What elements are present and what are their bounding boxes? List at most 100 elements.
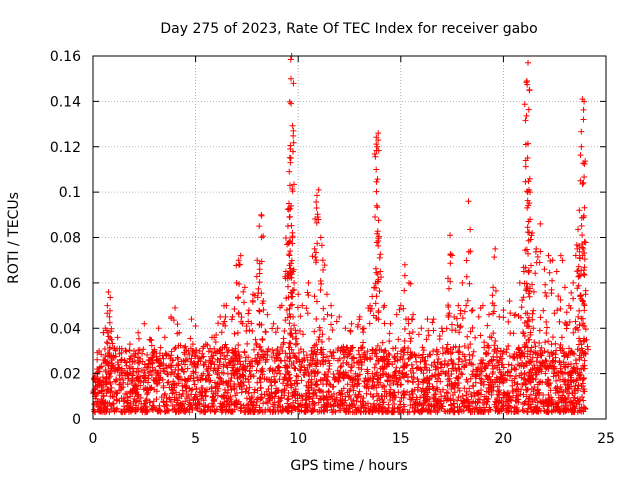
data-point <box>307 354 314 361</box>
data-point <box>309 357 316 364</box>
data-point <box>290 350 297 357</box>
data-point <box>362 402 369 409</box>
data-point <box>450 391 457 398</box>
data-point <box>225 394 232 401</box>
data-point <box>377 374 384 381</box>
data-point <box>390 392 397 399</box>
data-point <box>576 272 583 279</box>
data-point <box>273 355 280 362</box>
data-point <box>202 377 209 384</box>
data-point <box>536 367 543 374</box>
data-point <box>274 346 281 353</box>
data-point <box>176 395 183 402</box>
data-point <box>529 310 536 317</box>
data-point <box>555 293 562 300</box>
data-point <box>373 141 380 148</box>
data-point <box>568 399 575 406</box>
data-point <box>439 350 446 357</box>
data-point <box>575 282 582 289</box>
data-point <box>280 339 287 346</box>
data-point <box>225 382 232 389</box>
data-point <box>118 356 125 363</box>
data-point <box>408 361 415 368</box>
data-point <box>156 402 163 409</box>
data-point <box>91 408 98 415</box>
data-point <box>490 383 497 390</box>
data-point <box>153 353 160 360</box>
data-point <box>304 366 311 373</box>
data-point <box>461 342 468 349</box>
data-point <box>572 318 579 325</box>
data-point <box>575 313 582 320</box>
data-point <box>530 288 537 295</box>
data-point <box>286 355 293 362</box>
data-point <box>134 365 141 372</box>
data-point <box>118 345 125 352</box>
data-point <box>287 248 294 255</box>
data-point <box>373 293 380 300</box>
data-point <box>287 56 294 63</box>
data-point <box>258 290 265 297</box>
data-point <box>494 408 501 415</box>
data-point <box>284 223 291 230</box>
data-point <box>286 310 293 317</box>
data-point <box>389 409 396 416</box>
data-point <box>527 391 534 398</box>
data-point <box>409 365 416 372</box>
data-point <box>525 250 532 257</box>
data-point <box>231 305 238 312</box>
data-point <box>527 236 534 243</box>
data-point <box>526 200 533 207</box>
data-point <box>386 381 393 388</box>
data-point <box>407 351 414 358</box>
data-point <box>322 372 329 379</box>
data-point <box>319 338 326 345</box>
data-point <box>371 284 378 291</box>
data-point <box>289 393 296 400</box>
data-point <box>564 394 571 401</box>
data-point <box>238 404 245 411</box>
data-point <box>283 364 290 371</box>
data-point <box>311 370 318 377</box>
data-point <box>354 380 361 387</box>
data-point <box>490 310 497 317</box>
data-point <box>486 358 493 365</box>
data-point <box>98 363 105 370</box>
data-point <box>526 175 533 182</box>
data-point <box>148 342 155 349</box>
data-point <box>375 276 382 283</box>
data-point <box>287 302 294 309</box>
data-point <box>107 388 114 395</box>
data-point <box>526 229 533 236</box>
data-point <box>466 351 473 358</box>
data-point <box>579 232 586 239</box>
data-point <box>386 352 393 359</box>
data-point <box>231 330 238 337</box>
data-point <box>580 179 587 186</box>
data-point <box>478 357 485 364</box>
data-point <box>374 228 381 235</box>
data-point <box>537 314 544 321</box>
data-point <box>211 379 218 386</box>
data-point <box>420 392 427 399</box>
data-point <box>285 395 292 402</box>
data-point <box>191 394 198 401</box>
data-point <box>558 386 565 393</box>
data-point <box>579 347 586 354</box>
x-tick-label: 5 <box>191 431 200 447</box>
data-point <box>472 334 479 341</box>
data-point <box>463 302 470 309</box>
data-point <box>179 391 186 398</box>
data-point <box>286 154 293 161</box>
data-point <box>576 307 583 314</box>
data-point <box>233 262 240 269</box>
data-point <box>407 338 414 345</box>
data-point <box>259 365 266 372</box>
data-point <box>313 198 320 205</box>
data-point <box>409 388 416 395</box>
data-point <box>269 346 276 353</box>
data-point <box>495 408 502 415</box>
data-point <box>276 364 283 371</box>
data-point <box>350 354 357 361</box>
data-point <box>490 369 497 376</box>
